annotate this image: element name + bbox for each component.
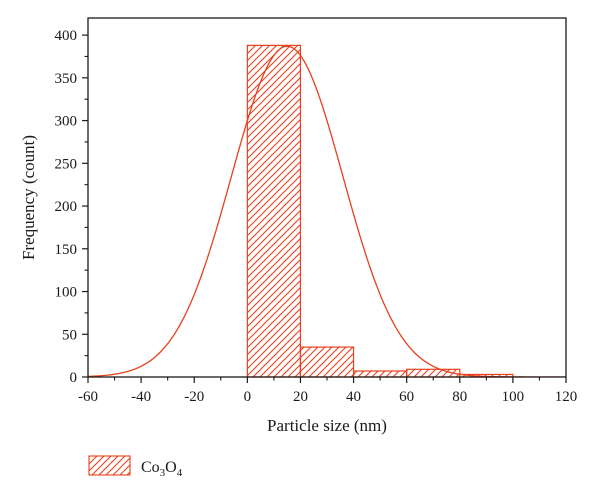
x-tick-label: 0 — [244, 389, 252, 405]
gaussian-fit-curve — [88, 45, 566, 377]
x-axis-title: Particle size (nm) — [267, 416, 387, 435]
y-tick-label: 50 — [62, 327, 77, 343]
y-tick-label: 250 — [55, 156, 78, 172]
legend-swatch — [88, 455, 131, 476]
y-tick-label: 400 — [55, 28, 78, 44]
histogram-bar — [299, 346, 355, 378]
x-tick-label: 40 — [346, 389, 361, 405]
x-tick-label: 20 — [293, 389, 308, 405]
histogram-bar — [352, 370, 408, 378]
x-tick-label: -20 — [184, 389, 204, 405]
x-tick-label: 80 — [452, 389, 467, 405]
x-axis: -60 -40 -20 0 20 40 60 80 100 120 — [78, 377, 577, 405]
x-tick-label: 100 — [502, 389, 525, 405]
y-tick-label: 0 — [70, 370, 78, 386]
x-tick-label: -60 — [78, 389, 98, 405]
y-axis-title: Frequency (count) — [19, 135, 38, 260]
y-tick-label: 200 — [55, 199, 78, 215]
x-tick-label: 120 — [555, 389, 578, 405]
y-axis: 0 50 100 150 200 250 300 350 400 — [55, 28, 88, 386]
legend-label: Co3O4 — [141, 459, 183, 479]
x-tick-label: 60 — [399, 389, 414, 405]
y-tick-label: 150 — [55, 242, 78, 258]
plot-frame — [87, 17, 567, 378]
x-tick-label: -40 — [131, 389, 151, 405]
histogram-bar — [246, 44, 302, 378]
y-tick-label: 300 — [55, 114, 78, 130]
y-tick-label: 100 — [55, 285, 78, 301]
histogram-bars — [246, 44, 514, 378]
y-tick-label: 350 — [55, 71, 78, 87]
legend: Co3O4 — [88, 455, 183, 479]
